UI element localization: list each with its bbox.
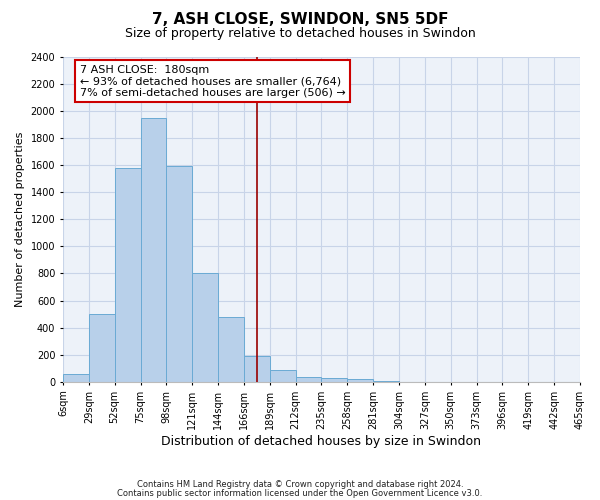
- Bar: [192, 274, 218, 382]
- Bar: [63, 374, 89, 382]
- Bar: [115, 168, 140, 382]
- Text: Contains HM Land Registry data © Crown copyright and database right 2024.: Contains HM Land Registry data © Crown c…: [137, 480, 463, 489]
- Text: 7 ASH CLOSE:  180sqm
← 93% of detached houses are smaller (6,764)
7% of semi-det: 7 ASH CLOSE: 180sqm ← 93% of detached ho…: [80, 64, 346, 98]
- Bar: [347, 378, 373, 382]
- Text: 7, ASH CLOSE, SWINDON, SN5 5DF: 7, ASH CLOSE, SWINDON, SN5 5DF: [152, 12, 448, 28]
- Bar: [296, 377, 322, 382]
- Bar: [270, 370, 296, 382]
- Text: Contains public sector information licensed under the Open Government Licence v3: Contains public sector information licen…: [118, 488, 482, 498]
- X-axis label: Distribution of detached houses by size in Swindon: Distribution of detached houses by size …: [161, 434, 481, 448]
- Y-axis label: Number of detached properties: Number of detached properties: [15, 132, 25, 307]
- Bar: [140, 118, 166, 382]
- Text: Size of property relative to detached houses in Swindon: Size of property relative to detached ho…: [125, 28, 475, 40]
- Bar: [89, 314, 115, 382]
- Bar: [166, 166, 192, 382]
- Bar: [322, 378, 347, 382]
- Bar: [218, 317, 244, 382]
- Bar: [244, 356, 270, 382]
